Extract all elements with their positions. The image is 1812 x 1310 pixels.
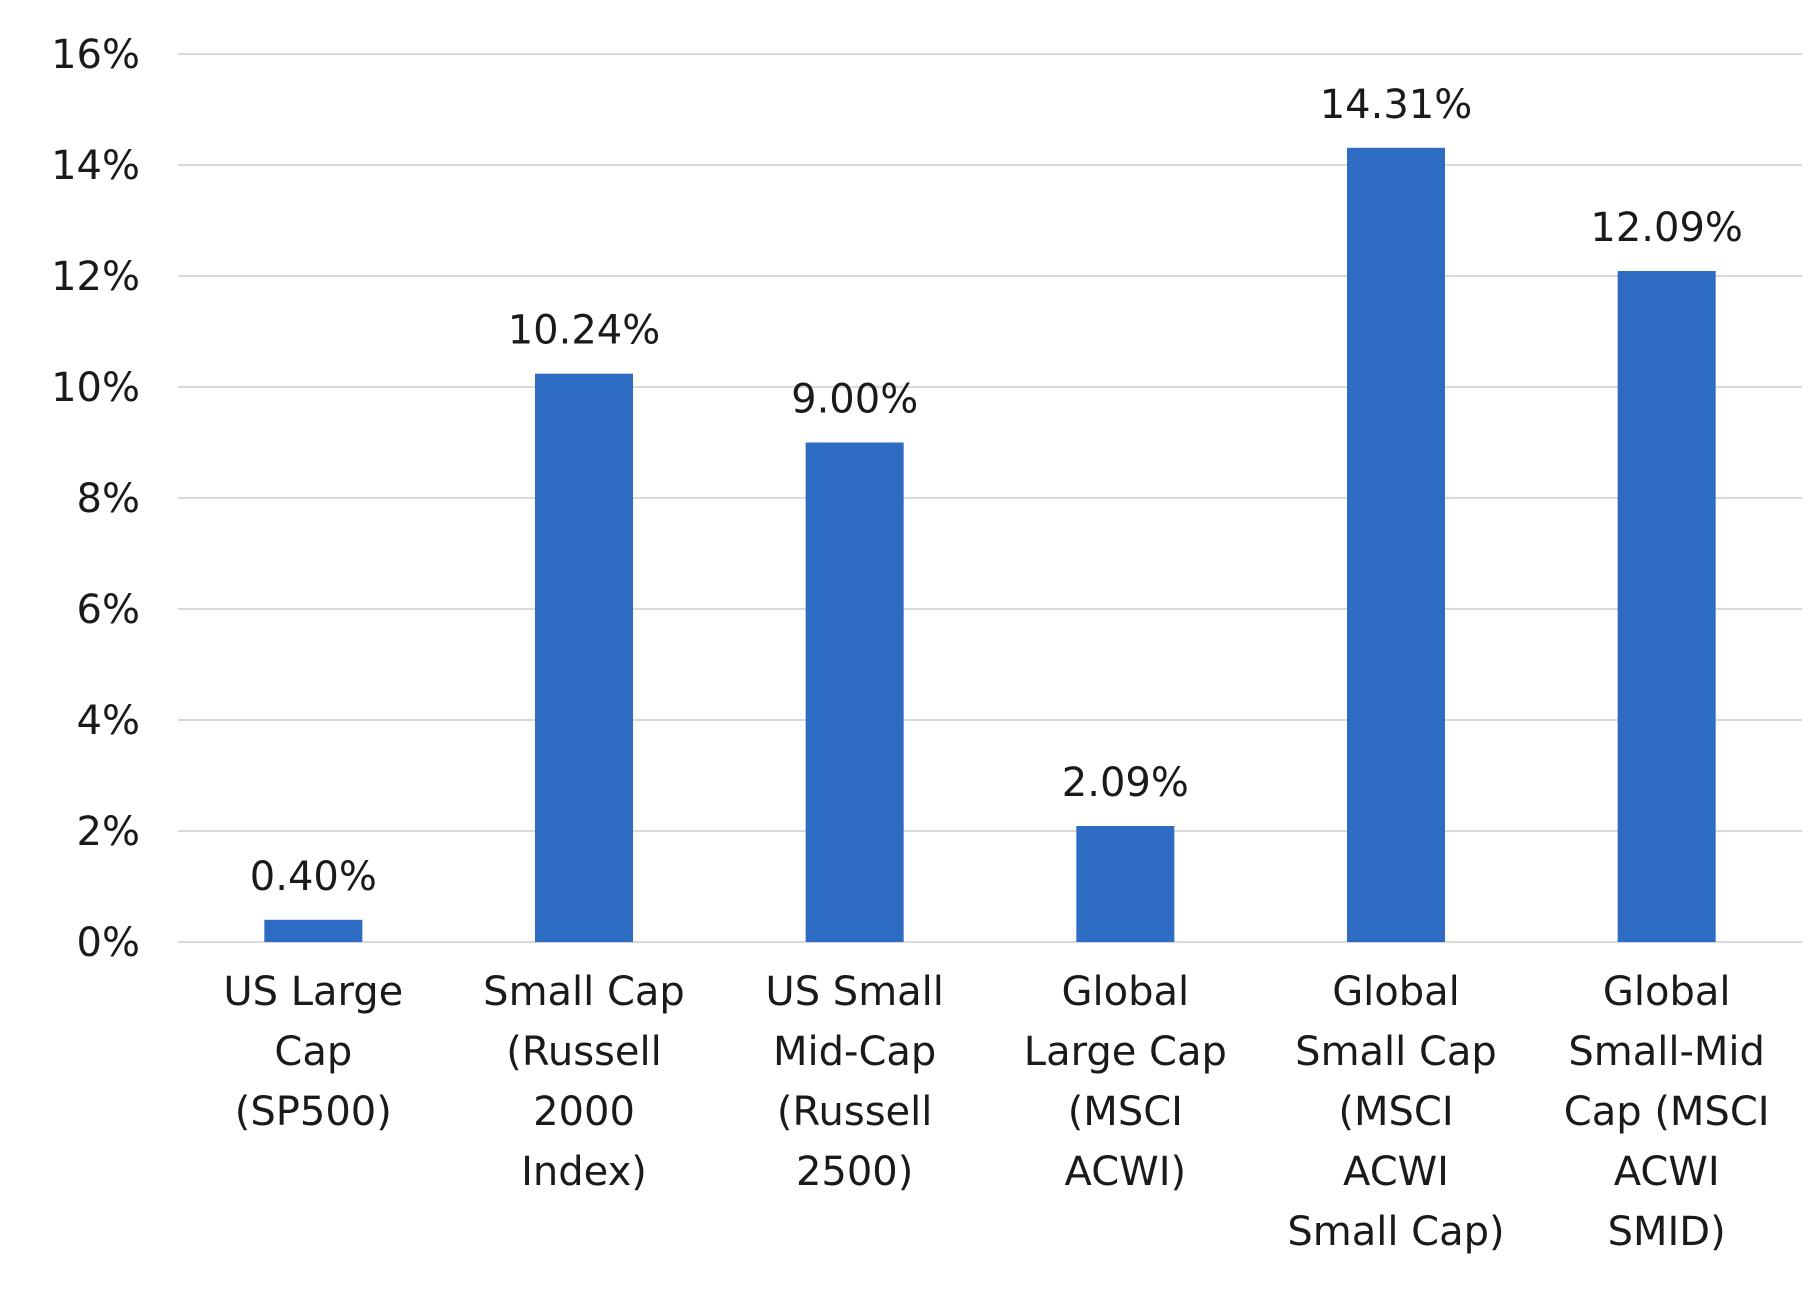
x-category-label-line: Small-Mid xyxy=(1568,1029,1765,1075)
x-category-label-line: Global xyxy=(1062,969,1190,1015)
x-category-label: Global Small Cap (MSCI ACWI Small Cap) xyxy=(1287,969,1504,1255)
x-category-label-line: Large Cap xyxy=(1024,1029,1227,1075)
data-label: 2.09% xyxy=(1062,760,1189,806)
y-tick-label: 10% xyxy=(51,365,140,411)
x-category-label-line: (Russell xyxy=(506,1029,661,1075)
x-category-label-line: Cap (MSCI xyxy=(1564,1089,1770,1135)
x-category-label-line: Small Cap xyxy=(1295,1029,1497,1075)
x-category-label-line: Small Cap) xyxy=(1287,1209,1504,1255)
x-category-label-line: (SP500) xyxy=(235,1089,392,1135)
x-category-label-line: 2000 xyxy=(533,1089,635,1135)
bar xyxy=(1617,271,1716,942)
data-labels: 0.40% 10.24% 9.00% 2.09% 14.31% 12.09% xyxy=(250,82,1743,900)
x-category-label-line: Index) xyxy=(521,1149,647,1195)
bar xyxy=(264,919,363,942)
y-tick-label: 2% xyxy=(77,809,140,855)
x-category-label-line: (MSCI xyxy=(1068,1089,1183,1135)
x-category-label-line: ACWI xyxy=(1343,1149,1449,1195)
x-category-label-line: (MSCI xyxy=(1338,1089,1453,1135)
y-tick-label: 8% xyxy=(77,476,140,522)
x-category-label: US Large Cap (SP500) xyxy=(223,969,403,1135)
data-label: 12.09% xyxy=(1590,205,1743,251)
y-tick-label: 16% xyxy=(51,32,140,78)
y-tick-label: 4% xyxy=(77,698,140,744)
x-category-label: Global Large Cap (MSCI ACWI) xyxy=(1024,969,1227,1195)
x-category-label-line: Global xyxy=(1332,969,1460,1015)
x-category-label-line: (Russell xyxy=(777,1089,932,1135)
bar xyxy=(535,373,633,942)
bar xyxy=(1347,147,1445,943)
x-category-label-line: Small Cap xyxy=(483,969,685,1015)
data-label: 14.31% xyxy=(1320,82,1473,128)
x-category-label-line: Global xyxy=(1603,969,1731,1015)
x-category-label-line: ACWI xyxy=(1614,1149,1720,1195)
x-category-label-line: US Small xyxy=(765,969,943,1015)
y-tick-label: 6% xyxy=(77,587,140,633)
y-tick-label: 0% xyxy=(77,920,140,966)
x-category-label-line: Mid-Cap xyxy=(773,1029,936,1075)
y-axis-tick-labels: 0% 2% 4% 6% 8% 10% 12% 14% 16% xyxy=(51,32,140,966)
x-category-label: Small Cap (Russell 2000 Index) xyxy=(483,969,685,1195)
y-tick-label: 12% xyxy=(51,254,140,300)
x-category-label-line: ACWI) xyxy=(1065,1149,1187,1195)
gridlines xyxy=(178,53,1802,943)
bar xyxy=(805,442,904,942)
x-category-label-line: Cap xyxy=(274,1029,352,1075)
bars xyxy=(264,147,1716,943)
x-category-label-line: 2500) xyxy=(796,1149,913,1195)
bar xyxy=(1076,826,1175,942)
x-axis-category-labels: US Large Cap (SP500) Small Cap (Russell 2000 I… xyxy=(223,969,1769,1255)
x-category-label-line: SMID) xyxy=(1608,1209,1726,1255)
y-tick-label: 14% xyxy=(51,143,140,189)
data-label: 10.24% xyxy=(508,308,661,354)
x-category-label: Global Small-Mid Cap (MSCI ACWI SMID) xyxy=(1564,969,1770,1255)
data-label: 9.00% xyxy=(791,377,918,423)
x-category-label: US Small Mid-Cap (Russell 2500) xyxy=(765,969,943,1195)
data-label: 0.40% xyxy=(250,854,377,900)
x-category-label-line: US Large xyxy=(223,969,403,1015)
